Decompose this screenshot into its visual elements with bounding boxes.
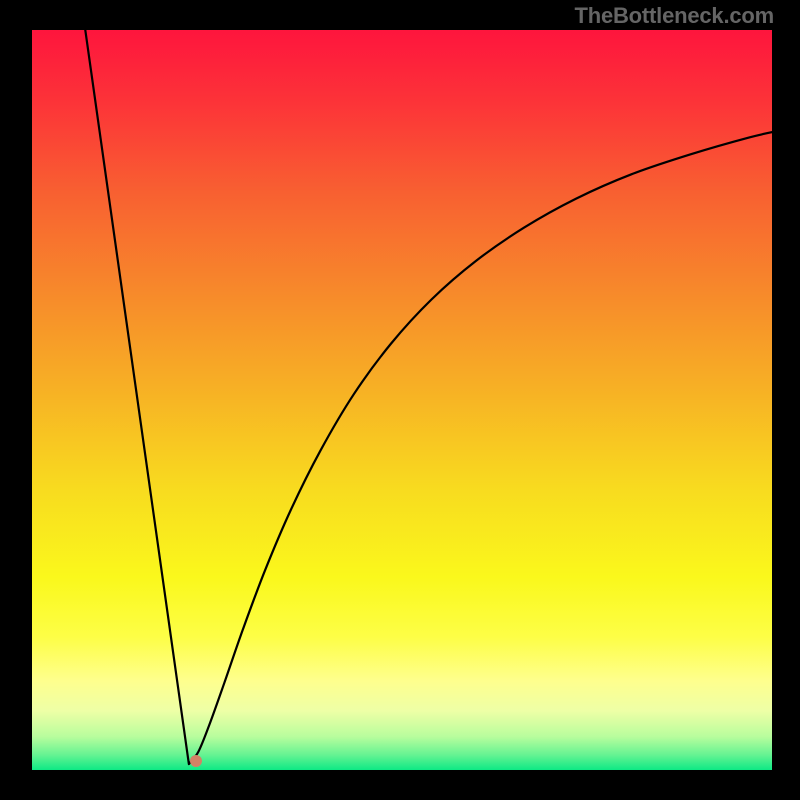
chart-container: TheBottleneck.com: [0, 0, 800, 800]
watermark-text: TheBottleneck.com: [574, 3, 774, 29]
bottleneck-curve: [85, 30, 772, 764]
curve-layer: [32, 30, 772, 770]
plot-area: [32, 30, 772, 770]
